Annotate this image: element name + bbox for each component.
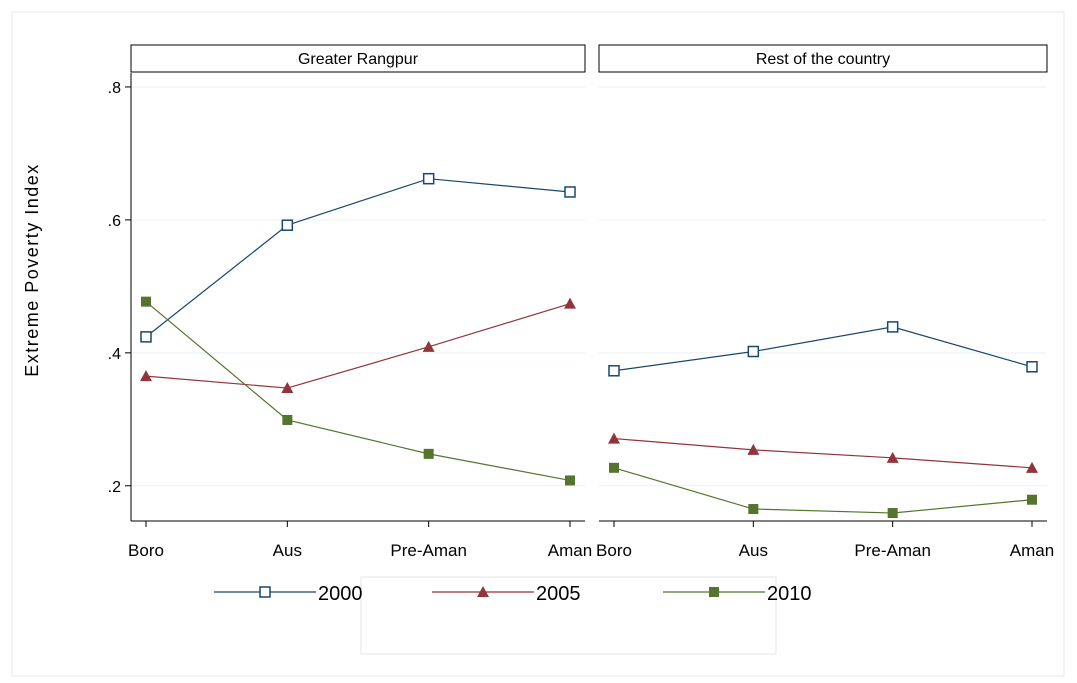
series-line xyxy=(613,437,1033,469)
marker xyxy=(259,586,271,598)
legend-label: 2005 xyxy=(536,583,581,605)
panel-title: Greater Rangpur xyxy=(298,51,419,68)
x-tick-label: Aman xyxy=(548,541,592,560)
chart-frame xyxy=(11,11,1065,677)
marker xyxy=(564,186,576,198)
x-tick-label: Pre-Aman xyxy=(854,541,931,560)
marker xyxy=(565,475,575,486)
marker xyxy=(564,297,576,309)
marker xyxy=(747,443,760,455)
marker xyxy=(477,586,489,597)
panel-title: Rest of the country xyxy=(756,51,890,68)
series-line xyxy=(145,303,571,389)
marker xyxy=(141,296,151,307)
marker xyxy=(608,432,620,444)
marker xyxy=(422,172,435,185)
marker xyxy=(1027,494,1037,505)
x-tick-label: Aus xyxy=(273,541,302,560)
series-line xyxy=(613,467,1033,514)
panel-header xyxy=(598,44,1048,73)
legend-label: 2000 xyxy=(318,583,363,605)
marker xyxy=(886,321,899,333)
marker xyxy=(1026,361,1038,373)
marker xyxy=(422,340,435,352)
marker xyxy=(140,370,152,382)
legend-label: 2010 xyxy=(767,583,812,605)
y-tick-label: .6 xyxy=(108,213,121,230)
marker xyxy=(748,504,759,515)
marker xyxy=(887,508,898,519)
marker xyxy=(423,448,434,459)
panel-header xyxy=(130,44,586,73)
y-tick-label: .8 xyxy=(108,80,121,97)
marker xyxy=(282,414,293,425)
marker xyxy=(709,587,719,597)
y-axis-label: Extreme Poverty Index xyxy=(22,163,42,377)
marker xyxy=(1026,461,1038,473)
marker xyxy=(608,365,620,377)
marker xyxy=(886,451,899,463)
y-tick-label: .2 xyxy=(108,479,121,496)
marker xyxy=(281,382,294,394)
x-tick-label: Boro xyxy=(128,541,164,560)
marker xyxy=(609,462,619,473)
series-line xyxy=(145,301,571,482)
x-tick-label: Aus xyxy=(739,541,768,560)
legend-box xyxy=(360,576,777,655)
series-line xyxy=(145,178,571,338)
series-line xyxy=(613,326,1033,372)
marker xyxy=(281,219,294,231)
y-tick-label: .4 xyxy=(108,346,121,363)
x-tick-label: Pre-Aman xyxy=(390,541,467,560)
x-tick-label: Aman xyxy=(1010,541,1054,560)
marker xyxy=(747,345,760,358)
marker xyxy=(140,331,152,343)
x-tick-label: Boro xyxy=(596,541,632,560)
